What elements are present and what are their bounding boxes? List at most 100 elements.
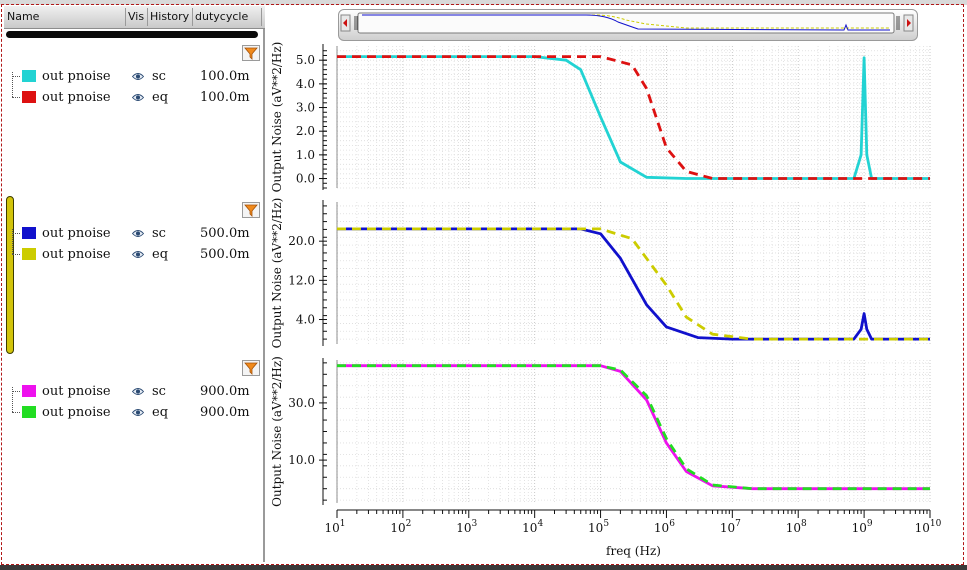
- minimap-window[interactable]: [357, 12, 895, 34]
- x-tick-label: 104: [522, 519, 543, 535]
- y-tick-label: 10.0: [288, 453, 315, 467]
- x-tick-label: 101: [324, 519, 345, 535]
- x-tick-label: 107: [720, 519, 741, 535]
- tree-line: [12, 243, 13, 254]
- group-selection-bar[interactable]: [6, 196, 14, 354]
- y-axis-title: Output Noise (aV**2/Hz): [270, 198, 284, 349]
- trace-dutycycle: 500.0m: [200, 247, 250, 262]
- minimap-trace: [362, 14, 890, 29]
- eye-icon[interactable]: [132, 229, 144, 238]
- trace-color-swatch[interactable]: [22, 248, 36, 260]
- x-axis-title: freq (Hz): [606, 544, 661, 558]
- legend-panel: Name Vis History dutycycle out pnoise sc 1…: [4, 6, 265, 562]
- trace-name: out pnoise: [42, 405, 111, 420]
- legend-row[interactable]: out pnoise sc 500.0m: [4, 225, 262, 250]
- header-separator: [147, 8, 148, 26]
- trace-name: out pnoise: [42, 247, 111, 262]
- tree-line: [12, 86, 13, 97]
- trace-dutycycle: 100.0m: [200, 90, 250, 105]
- trace-name: out pnoise: [42, 69, 111, 84]
- header-separator: [125, 8, 126, 26]
- trace-dutycycle: 500.0m: [200, 226, 250, 241]
- header-vis[interactable]: Vis: [128, 10, 145, 23]
- eye-icon[interactable]: [132, 72, 144, 81]
- trace-dutycycle: 900.0m: [200, 405, 250, 420]
- y-tick-label: 20.0: [288, 234, 315, 248]
- y-tick-label: 4.0: [296, 77, 315, 91]
- minimap-content: [340, 12, 914, 34]
- header-separator: [192, 8, 193, 26]
- y-tick-label: 3.0: [296, 101, 315, 115]
- trace-history: eq: [152, 90, 169, 105]
- window-top-edge: [0, 0, 967, 5]
- trace-history: sc: [152, 226, 166, 241]
- filter-icon[interactable]: [242, 202, 260, 218]
- plot-area: 0.0 1.0 2.0 3.0 4.0 5.0 Output Noise (aV**2/Hz…: [266, 6, 964, 562]
- legend-row[interactable]: out pnoise eq 900.0m: [4, 401, 262, 422]
- trace-color-swatch[interactable]: [22, 91, 36, 103]
- tree-line: [12, 401, 13, 412]
- tree-line: [12, 387, 13, 408]
- trace-history: sc: [152, 384, 166, 399]
- chart-panel[interactable]: 4.0 12.0 20.0 Output Noise (aV**2/Hz): [270, 198, 931, 349]
- eye-icon[interactable]: [132, 408, 144, 417]
- trace-history: sc: [152, 69, 166, 84]
- filter-icon[interactable]: [242, 45, 260, 61]
- tree-line: [12, 254, 20, 255]
- tree-line: [12, 233, 20, 234]
- series-line[interactable]: [337, 364, 930, 491]
- tree-line: [12, 76, 20, 77]
- header-history[interactable]: History: [150, 10, 190, 23]
- scroll-left-icon[interactable]: [343, 19, 347, 27]
- eye-icon[interactable]: [132, 387, 144, 396]
- trace-history: eq: [152, 247, 169, 262]
- series-line[interactable]: [337, 227, 930, 341]
- legend-row[interactable]: out pnoise eq 500.0m: [4, 243, 262, 264]
- eye-icon[interactable]: [132, 93, 144, 102]
- trace-color-swatch[interactable]: [22, 406, 36, 418]
- y-tick-label: 1.0: [296, 148, 315, 162]
- trace-dutycycle: 900.0m: [200, 384, 250, 399]
- y-tick-label: 0.0: [296, 172, 315, 186]
- x-tick-label: 108: [786, 519, 807, 535]
- trace-color-swatch[interactable]: [22, 227, 36, 239]
- x-tick-label: 106: [654, 519, 675, 535]
- header-dutycycle[interactable]: dutycycle: [195, 10, 249, 23]
- x-tick-label: 103: [456, 519, 477, 535]
- trace-history: eq: [152, 405, 169, 420]
- eye-icon[interactable]: [132, 250, 144, 259]
- y-axis-title: Output Noise (aV**2/Hz): [270, 42, 284, 193]
- x-tick-label: 109: [852, 519, 873, 535]
- header-separator: [261, 8, 262, 26]
- x-tick-label: 105: [588, 519, 609, 535]
- legend-row[interactable]: out pnoise eq 100.0m: [4, 86, 262, 107]
- y-tick-label: 2.0: [296, 124, 315, 138]
- x-axis: 101 102 103 104 105 106 107 108 109 1010 freq (Hz): [324, 509, 942, 558]
- series-line[interactable]: [337, 227, 930, 341]
- chart-panel[interactable]: 10.0 30.0 Output Noise (aV**2/Hz): [270, 356, 931, 507]
- tree-line: [12, 72, 13, 93]
- legend-row[interactable]: out pnoise sc 100.0m: [4, 68, 262, 93]
- minimap-trace: [362, 14, 890, 31]
- minimap-drag-handles[interactable]: [354, 16, 900, 30]
- tree-line: [12, 97, 20, 98]
- series-line[interactable]: [337, 55, 930, 180]
- trace-name: out pnoise: [42, 226, 111, 241]
- chart-panel[interactable]: 0.0 1.0 2.0 3.0 4.0 5.0 Output Noise (aV**2/Hz…: [270, 42, 931, 193]
- trace-name: out pnoise: [42, 90, 111, 105]
- series-line[interactable]: [337, 55, 930, 180]
- legend-row[interactable]: out pnoise sc 900.0m: [4, 383, 262, 408]
- x-tick-label: 102: [390, 519, 411, 535]
- x-tick-label: 1010: [915, 519, 942, 535]
- plot-canvas[interactable]: 0.0 1.0 2.0 3.0 4.0 5.0 Output Noise (aV**2/Hz…: [266, 6, 964, 562]
- y-tick-label: 5.0: [296, 53, 315, 67]
- tree-line: [12, 229, 13, 250]
- filter-icon[interactable]: [242, 360, 260, 376]
- trace-color-swatch[interactable]: [22, 385, 36, 397]
- header-name[interactable]: Name: [7, 10, 40, 23]
- group-highlight-bar: [6, 31, 258, 38]
- window-bottom-edge: [0, 565, 967, 570]
- trace-color-swatch[interactable]: [22, 70, 36, 82]
- scroll-right-icon[interactable]: [907, 19, 911, 27]
- tree-line: [12, 412, 20, 413]
